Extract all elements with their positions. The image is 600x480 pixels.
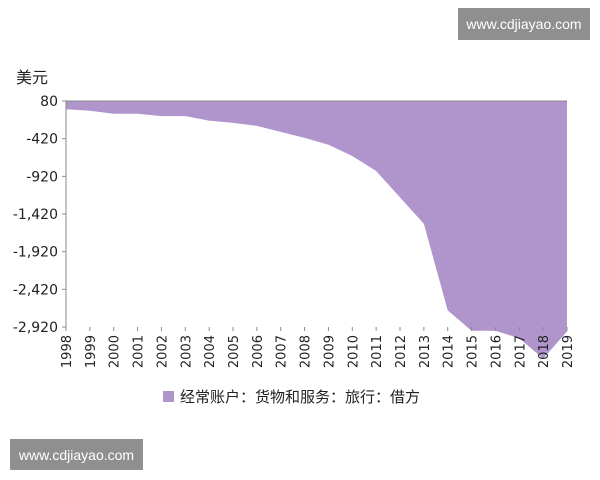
- x-tick-label: 1998: [60, 335, 75, 368]
- x-tick-label: 1999: [84, 335, 99, 368]
- x-tick-label: 2006: [251, 335, 266, 368]
- x-tick-label: 2004: [203, 335, 218, 368]
- x-tick-label: 2013: [418, 335, 433, 368]
- y-tick-label: -420: [26, 132, 58, 148]
- x-tick-label: 2014: [442, 335, 457, 368]
- x-axis-ticks: 1998 1999 2000 2001 2002 2003 2004 2005 2006 2007…: [60, 327, 576, 368]
- area-series: [66, 101, 567, 359]
- legend: 经常账户：货物和服务：旅行：借方: [163, 386, 420, 407]
- x-tick-label: 2018: [537, 335, 552, 368]
- y-tick-label: -1,420: [13, 207, 58, 223]
- y-axis-ticks: 80 -420 -920 -1,420 -1,920 -2,420 -2,920: [13, 94, 66, 336]
- x-tick-label: 2003: [179, 335, 194, 368]
- y-tick-label: -920: [26, 169, 58, 185]
- y-tick-label: -1,920: [13, 245, 58, 261]
- x-tick-label: 2007: [275, 335, 290, 368]
- plot-area: [65, 100, 568, 359]
- x-tick-label: 2009: [322, 335, 337, 368]
- legend-swatch: [163, 391, 174, 402]
- x-tick-label: 2011: [370, 335, 385, 368]
- x-tick-label: 2016: [489, 335, 504, 368]
- y-tick-label: 80: [40, 94, 58, 110]
- x-tick-label: 2017: [513, 335, 528, 368]
- x-tick-label: 2001: [132, 335, 147, 368]
- y-axis-unit-label: 美元: [16, 68, 49, 87]
- x-tick-label: 2012: [394, 335, 409, 368]
- x-tick-label: 2005: [227, 335, 242, 368]
- x-tick-label: 2000: [108, 335, 123, 368]
- x-tick-label: 2015: [466, 335, 481, 368]
- x-tick-label: 2008: [299, 335, 314, 368]
- x-tick-label: 2002: [155, 335, 170, 368]
- watermark-bottom: www.cdjiayao.com: [10, 439, 143, 470]
- legend-label: 经常账户：货物和服务：旅行：借方: [180, 388, 421, 406]
- y-tick-label: -2,420: [13, 282, 58, 298]
- watermark-top: www.cdjiayao.com: [458, 8, 590, 40]
- y-tick-label: -2,920: [13, 320, 58, 336]
- x-tick-label: 2010: [346, 335, 361, 368]
- x-tick-label: 2019: [561, 335, 576, 368]
